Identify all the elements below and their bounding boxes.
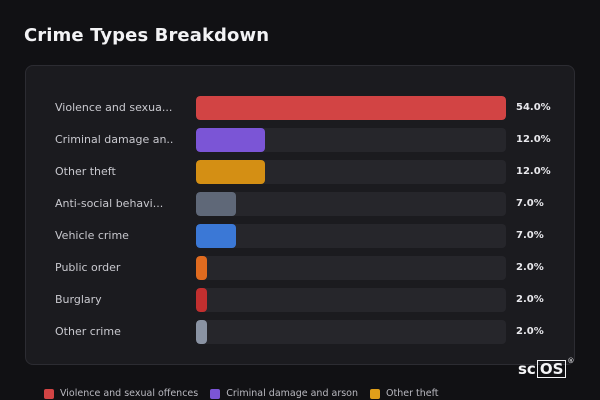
bar[interactable] — [196, 288, 207, 312]
logo-boxed-text: OS — [536, 360, 567, 378]
bar[interactable] — [196, 96, 506, 120]
chart-legend: Violence and sexual offences Criminal dam… — [44, 387, 451, 400]
category-label: Anti-social behavi... — [55, 197, 164, 210]
bar-row: Anti-social behavi... 7.0% — [26, 192, 576, 216]
bar[interactable] — [196, 256, 207, 280]
bar-track — [196, 192, 506, 216]
legend-label: Violence and sexual offences — [60, 388, 199, 399]
scos-logo: sc OS ® — [518, 357, 575, 379]
value-label: 7.0% — [516, 230, 544, 241]
bar[interactable] — [196, 192, 236, 216]
value-label: 2.0% — [516, 294, 544, 305]
registered-mark: ® — [567, 357, 575, 365]
bar-row: Vehicle crime 7.0% — [26, 224, 576, 248]
bar-row: Other theft 12.0% — [26, 160, 576, 184]
bar-track — [196, 224, 506, 248]
bar-row: Other crime 2.0% — [26, 320, 576, 344]
bar[interactable] — [196, 320, 207, 344]
legend-label: Other theft — [386, 388, 439, 399]
legend-label: Criminal damage and arson — [226, 388, 359, 399]
legend-swatch — [210, 388, 221, 399]
bar-track — [196, 288, 506, 312]
value-label: 7.0% — [516, 198, 544, 209]
category-label: Violence and sexua... — [55, 101, 173, 114]
legend-swatch — [44, 388, 54, 399]
bar[interactable] — [196, 224, 236, 248]
bar-row: Violence and sexua... 54.0% — [26, 96, 576, 120]
bar[interactable] — [196, 160, 265, 184]
value-label: 2.0% — [516, 262, 544, 273]
legend-item[interactable]: Other theft — [370, 388, 439, 399]
bar-track — [196, 256, 506, 280]
category-label: Other crime — [55, 325, 121, 338]
legend-item[interactable]: Violence and sexual offences — [44, 388, 198, 399]
bar-track — [196, 320, 506, 344]
value-label: 12.0% — [516, 134, 551, 145]
bar-chart-card: Violence and sexua... 54.0% Criminal damag… — [25, 65, 575, 365]
category-label: Public order — [55, 261, 121, 274]
category-label: Other theft — [55, 165, 116, 178]
bar-row: Public order 2.0% — [26, 256, 576, 280]
bar-track — [196, 160, 506, 184]
legend-swatch — [370, 388, 381, 399]
bar-track — [196, 128, 506, 152]
logo-prefix: sc — [518, 360, 536, 378]
category-label: Burglary — [55, 293, 102, 306]
category-label: Vehicle crime — [55, 229, 129, 242]
bar-row: Criminal damage an... 12.0% — [26, 128, 576, 152]
category-label: Criminal damage an... — [55, 133, 173, 146]
legend-item[interactable]: Criminal damage and arson — [210, 388, 358, 399]
bar[interactable] — [196, 128, 265, 152]
value-label: 2.0% — [516, 326, 544, 337]
page-title: Crime Types Breakdown — [24, 25, 270, 46]
value-label: 54.0% — [516, 102, 551, 113]
bar-track — [196, 96, 506, 120]
bar-row: Burglary 2.0% — [26, 288, 576, 312]
value-label: 12.0% — [516, 166, 551, 177]
